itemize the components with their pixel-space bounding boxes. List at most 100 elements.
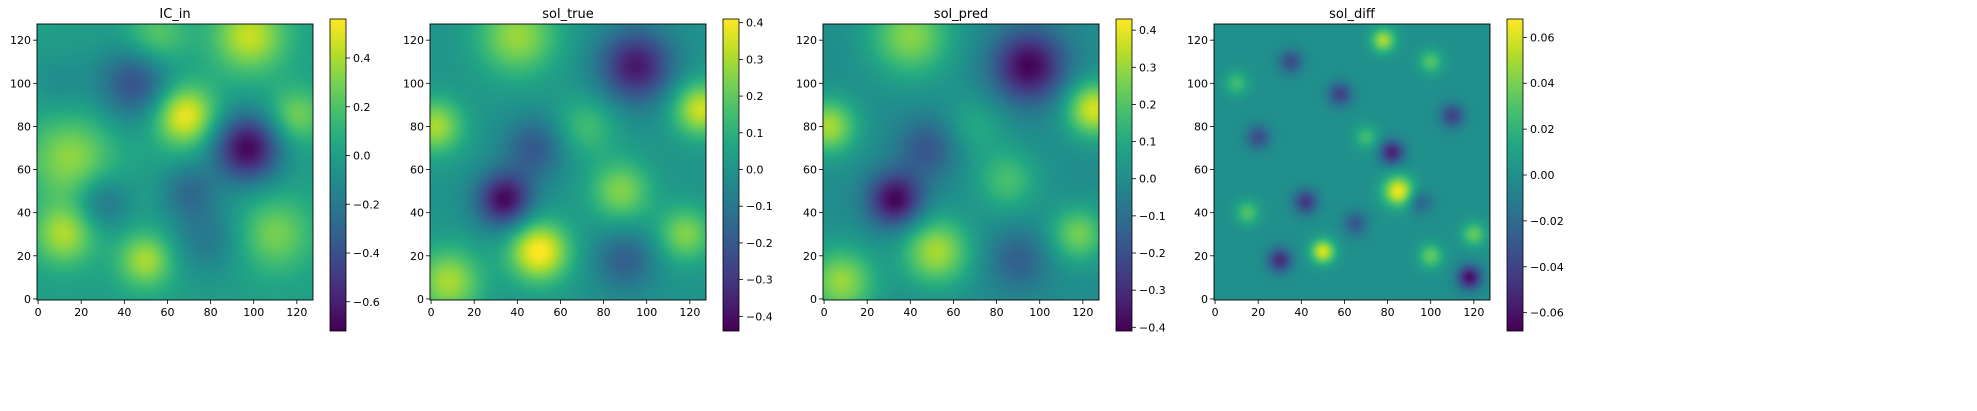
- x-tick-label: 40: [117, 306, 131, 319]
- colorbar-tick-label: 0.06: [1530, 31, 1555, 44]
- x-tick-label: 80: [1381, 306, 1395, 319]
- x-tick-label: 0: [1212, 306, 1219, 319]
- x-tick-label: 20: [860, 306, 874, 319]
- y-tick-label: 100: [1187, 77, 1208, 90]
- x-tick-label: 120: [679, 306, 700, 319]
- x-tick-label: 40: [510, 306, 524, 319]
- colorbar-frame: [1115, 18, 1133, 332]
- colorbar-gradient: [1507, 19, 1523, 331]
- x-tick-label: 0: [35, 306, 42, 319]
- x-tick-label: 80: [990, 306, 1004, 319]
- y-tick-label: 60: [803, 164, 817, 177]
- chart-title: sol_pred: [934, 7, 988, 22]
- heatmap-image: [37, 24, 313, 300]
- y-tick-label: 0: [1201, 293, 1208, 306]
- colorbar-tick-label: −0.3: [1139, 284, 1166, 297]
- colorbar-tick-label: −0.06: [1530, 307, 1564, 320]
- x-tick-label: 100: [1029, 306, 1050, 319]
- y-tick-label: 0: [24, 293, 31, 306]
- x-tick-label: 0: [428, 306, 435, 319]
- plot-frame: [36, 23, 314, 301]
- x-tick-label: 120: [286, 306, 307, 319]
- colorbar-tick-label: −0.4: [746, 310, 773, 323]
- colorbar-frame: [722, 18, 740, 332]
- y-tick-label: 120: [796, 34, 817, 47]
- y-tick-label: 40: [17, 207, 31, 220]
- y-tick-label: 60: [410, 164, 424, 177]
- colorbar-tick-label: −0.04: [1530, 261, 1564, 274]
- x-tick-label: 20: [1251, 306, 1265, 319]
- colorbar-tick-label: −0.2: [353, 198, 380, 211]
- y-tick-label: 100: [796, 77, 817, 90]
- subplot-3: sol_pred 0 20 40 60 80 100 120 0 20 40 60 80 100 120 0.…: [796, 7, 1166, 334]
- subplot-1: IC_in 0 20 40 60 80 100 120 0 20 40 60 80 100 120 0.4 0.…: [10, 7, 380, 332]
- x-tick-label: 80: [204, 306, 218, 319]
- plot-frame: [429, 23, 707, 301]
- y-tick-label: 120: [10, 34, 31, 47]
- x-tick-label: 100: [243, 306, 264, 319]
- y-tick-label: 120: [1187, 34, 1208, 47]
- x-tick-label: 20: [467, 306, 481, 319]
- y-tick-label: 40: [1194, 207, 1208, 220]
- colorbar-tick-label: −0.2: [1139, 247, 1166, 260]
- y-tick-label: 80: [410, 120, 424, 133]
- colorbar-tick-label: 0.0: [1139, 173, 1157, 186]
- x-tick-label: 40: [1294, 306, 1308, 319]
- colorbar-tick-label: −0.2: [746, 237, 773, 250]
- heatmap-image: [1214, 24, 1490, 300]
- x-tick-label: 20: [74, 306, 88, 319]
- x-tick-label: 60: [553, 306, 567, 319]
- colorbar-tick-label: 0.3: [1139, 61, 1157, 74]
- colorbar-gradient: [330, 19, 346, 331]
- y-tick-label: 60: [1194, 164, 1208, 177]
- y-tick-label: 0: [417, 293, 424, 306]
- y-tick-label: 80: [803, 120, 817, 133]
- colorbar-tick-label: 0.04: [1530, 77, 1555, 90]
- colorbar-tick-label: −0.6: [353, 296, 380, 309]
- colorbar-tick-label: 0.2: [746, 90, 764, 103]
- colorbar-tick-label: −0.4: [1139, 321, 1166, 334]
- y-tick-label: 60: [17, 164, 31, 177]
- colorbar-gradient: [723, 19, 739, 331]
- colorbar-tick-label: 0.4: [746, 17, 764, 30]
- x-tick-label: 80: [597, 306, 611, 319]
- colorbar-tick-label: −0.02: [1530, 215, 1564, 228]
- colorbar-tick-label: −0.4: [353, 247, 380, 260]
- y-tick-label: 0: [810, 293, 817, 306]
- colorbar-tick-label: −0.3: [746, 274, 773, 287]
- chart-title: sol_true: [542, 7, 594, 22]
- colorbar-tick-label: −0.1: [746, 200, 773, 213]
- y-tick-label: 20: [803, 250, 817, 263]
- plot-frame: [1213, 23, 1491, 301]
- colorbar-tick-label: −0.1: [1139, 210, 1166, 223]
- colorbar-tick-label: 0.2: [1139, 98, 1157, 111]
- colorbar-tick-label: 0.02: [1530, 123, 1555, 136]
- y-tick-label: 40: [410, 207, 424, 220]
- subplot-2: sol_true 0 20 40 60 80 100 120 0 20 40 60 80 100 120 0.…: [403, 7, 773, 332]
- colorbar-tick-label: 0.3: [746, 53, 764, 66]
- colorbar-frame: [329, 18, 347, 332]
- x-tick-label: 40: [903, 306, 917, 319]
- x-tick-label: 100: [636, 306, 657, 319]
- colorbar-tick-label: 0.0: [746, 163, 764, 176]
- colorbar-tick-label: 0.4: [1139, 24, 1157, 37]
- chart-title: sol_diff: [1329, 7, 1376, 22]
- heatmap-image: [823, 24, 1099, 300]
- heatmap-image: [430, 24, 706, 300]
- x-tick-label: 120: [1072, 306, 1093, 319]
- y-tick-label: 100: [403, 77, 424, 90]
- y-tick-label: 80: [1194, 120, 1208, 133]
- plot-frame: [822, 23, 1100, 301]
- colorbar-tick-label: 0.4: [353, 52, 371, 65]
- colorbar-tick-label: 0.0: [353, 150, 371, 163]
- colorbar-tick-label: 0.2: [353, 101, 371, 114]
- subplot-4: sol_diff 0 20 40 60 80 100 120 0 20 40 60 80 100 120 0.…: [1187, 7, 1564, 332]
- y-tick-label: 20: [410, 250, 424, 263]
- x-tick-label: 0: [821, 306, 828, 319]
- y-tick-label: 20: [17, 250, 31, 263]
- y-tick-label: 80: [17, 120, 31, 133]
- x-tick-label: 60: [946, 306, 960, 319]
- y-tick-label: 20: [1194, 250, 1208, 263]
- y-tick-label: 120: [403, 34, 424, 47]
